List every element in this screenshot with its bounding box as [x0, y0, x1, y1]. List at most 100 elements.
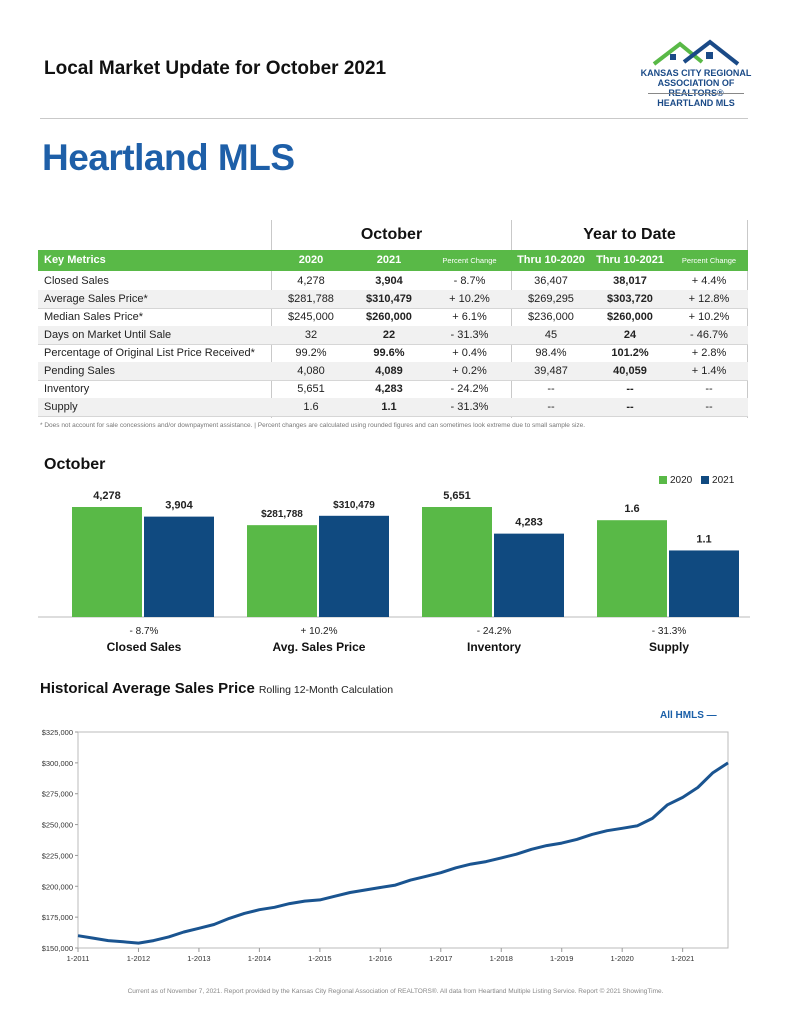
metric-value: + 10.2% [449, 293, 490, 305]
page-title: Heartland MLS [42, 137, 295, 178]
table-row: Pending Sales 4,080 4,089 + 0.2% 39,487 40,05… [38, 362, 748, 381]
metric-value: 36,407 [534, 275, 568, 287]
house-icon [652, 39, 740, 66]
x-tick-label: 1-2014 [248, 954, 271, 963]
metric-value: 24 [623, 329, 637, 341]
metric-value: + 0.4% [452, 347, 487, 359]
x-tick-label: 1-2021 [671, 954, 694, 963]
bar-2021 [669, 550, 739, 617]
bar-2020 [247, 525, 317, 617]
metric-value: 4,278 [297, 275, 325, 287]
table-divider [511, 220, 512, 418]
x-tick-label: 1-2020 [611, 954, 634, 963]
metric-value: 39,487 [534, 365, 568, 377]
association-logo: KANSAS CITY REGIONAL ASSOCIATION OF REAL… [640, 38, 752, 114]
percent-change-label: - 8.7% [130, 626, 159, 637]
category-label: Supply [649, 640, 689, 654]
header-divider [40, 118, 748, 119]
data-label-2020: $281,788 [261, 509, 303, 520]
historical-price-line-chart: $150,000 $175,000 $200,000 $225,000 $250,000… [42, 728, 729, 963]
metric-value: -- [705, 401, 713, 413]
column-header: 2021 [376, 254, 402, 266]
bar-chart-legend: 2020 2021 [659, 475, 734, 486]
percent-change-label: - 24.2% [477, 626, 512, 637]
metric-value: 32 [304, 329, 318, 341]
metric-value: -- [705, 383, 713, 395]
category-label: Closed Sales [107, 640, 182, 654]
data-label-2021: 3,904 [165, 500, 193, 512]
metric-value: 4,283 [375, 383, 403, 395]
x-tick-label: 1-2015 [308, 954, 331, 963]
bar-2020 [422, 507, 492, 617]
bar-chart-title: October [44, 456, 106, 473]
data-label-2021: 4,283 [515, 517, 543, 529]
series-line-all-hmls [77, 761, 729, 945]
logo-divider [648, 93, 744, 94]
data-label-2020: 1.6 [624, 503, 639, 515]
metric-value: 38,017 [613, 275, 647, 287]
metric-value: - 8.7% [453, 275, 486, 287]
metric-value: 4,089 [375, 365, 403, 377]
table-row: Percentage of Original List Price Receiv… [38, 344, 748, 363]
metric-value: + 6.1% [452, 311, 487, 323]
column-header: Percent Change [442, 256, 497, 265]
metric-value: 99.6% [373, 347, 405, 359]
x-tick-label: 1-2019 [550, 954, 573, 963]
table-divider [747, 220, 748, 418]
legend-label-2021: 2021 [712, 475, 735, 486]
x-tick-label: 1-2013 [187, 954, 210, 963]
table-row: Days on Market Until Sale 32 22 - 31.3% 45 24… [38, 326, 748, 345]
metric-value: $236,000 [528, 311, 574, 323]
table-row: Median Sales Price* $245,000 $260,000 + 6.1… [38, 308, 748, 327]
metric-value: 45 [544, 329, 558, 341]
metric-value: $303,720 [607, 293, 653, 305]
metric-value: -- [547, 401, 555, 413]
table-divider [271, 220, 272, 418]
metric-value: + 4.4% [691, 275, 727, 287]
data-label-2021: 1.1 [696, 533, 711, 545]
report-credits: Current as of November 7, 2021. Report p… [127, 988, 664, 995]
table-row: Supply 1.6 1.1 - 31.3% -- -- -- [38, 398, 748, 417]
data-label-2020: 5,651 [443, 490, 471, 502]
column-header: Key Metrics [44, 254, 106, 266]
column-header: Percent Change [681, 256, 737, 265]
metric-label: Closed Sales [44, 275, 109, 287]
column-header: Thru 10-2021 [596, 254, 664, 266]
logo-line-3: HEARTLAND MLS [657, 98, 735, 108]
table-row: Inventory 5,651 4,283 - 24.2% -- -- -- [38, 380, 748, 399]
metric-value: + 10.2% [688, 311, 730, 323]
group-header-october: October [360, 226, 423, 243]
y-tick-label: $275,000 [42, 790, 73, 799]
y-tick-label: $300,000 [42, 759, 73, 768]
metric-value: 1.1 [381, 401, 397, 413]
metric-value: 99.2% [295, 347, 327, 359]
metric-value: -- [626, 401, 634, 413]
metric-value: -- [626, 383, 634, 395]
category-label: Inventory [467, 640, 521, 654]
metric-value: - 31.3% [450, 401, 489, 413]
metric-label: Supply [44, 401, 78, 413]
category-label: Avg. Sales Price [273, 640, 366, 654]
legend-label-all-hmls: All HMLS [660, 710, 704, 721]
metric-label: Median Sales Price* [44, 311, 144, 323]
group-header-ytd: Year to Date [583, 226, 676, 243]
metric-value: $260,000 [366, 311, 412, 323]
y-tick-label: $325,000 [42, 728, 73, 737]
metric-label: Percentage of Original List Price Receiv… [44, 347, 255, 359]
metric-value: $245,000 [288, 311, 334, 323]
table-row: Closed Sales 4,278 3,904 - 8.7% 36,407 38,017… [38, 272, 748, 291]
plot-frame [77, 731, 729, 949]
metric-value: 40,059 [613, 365, 647, 377]
metric-label: Pending Sales [44, 365, 115, 377]
metric-label: Days on Market Until Sale [44, 329, 172, 341]
line-chart-legend: All HMLS — [660, 710, 717, 721]
legend-swatch-2020 [659, 476, 667, 485]
bar-2020 [72, 507, 142, 617]
metric-value: + 2.8% [691, 347, 727, 359]
metric-value: 98.4% [535, 347, 567, 359]
line-chart-title: Historical Average Sales Price Rolling 12… [40, 680, 393, 697]
metric-value: 4,080 [297, 365, 325, 377]
metric-value: - 24.2% [450, 383, 489, 395]
metric-value: $260,000 [607, 311, 653, 323]
report-title: Local Market Update for October 2021 [44, 58, 387, 79]
